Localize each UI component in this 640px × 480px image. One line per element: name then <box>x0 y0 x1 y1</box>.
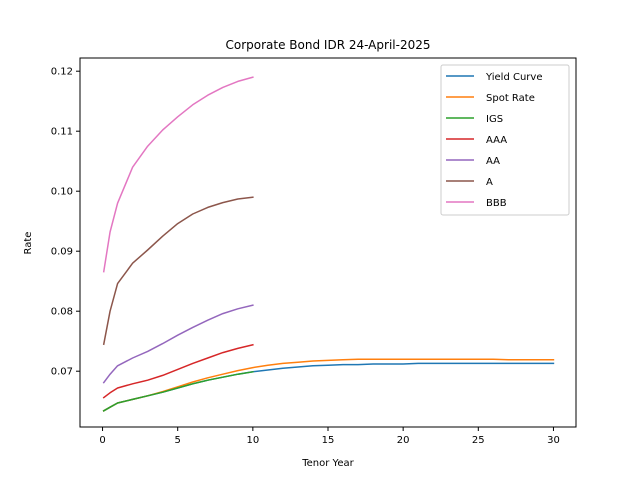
y-tick-label: 0.07 <box>51 367 73 378</box>
y-tick-label: 0.08 <box>51 307 73 318</box>
x-axis-ticks: 0 5 10 15 20 25 30 <box>99 427 560 446</box>
legend-label-a: A <box>486 177 493 188</box>
legend-label-spot-rate: Spot Rate <box>486 93 535 104</box>
series-line-igs <box>102 370 254 412</box>
series-line-a <box>102 196 254 346</box>
plot-area: 0 5 10 15 20 25 30 0.07 0.08 0.09 0.10 0.11 0.12 <box>51 57 577 446</box>
y-tick-label: 0.11 <box>51 127 73 138</box>
x-axis-title: Tenor Year <box>301 458 354 469</box>
series-lines <box>102 76 555 412</box>
legend-label-aaa: AAA <box>486 135 507 146</box>
x-tick-label: 30 <box>547 435 560 446</box>
legend-label-yield-curve: Yield Curve <box>485 72 543 83</box>
series-line-aa <box>102 304 254 384</box>
y-axis-ticks: 0.07 0.08 0.09 0.10 0.11 0.12 <box>51 67 80 378</box>
chart-title: Corporate Bond IDR 24-April-2025 <box>226 38 431 52</box>
series-line-bbb <box>102 76 254 273</box>
x-tick-label: 25 <box>472 435 485 446</box>
legend-label-aa: AA <box>486 156 500 167</box>
x-tick-label: 10 <box>246 435 259 446</box>
x-tick-label: 20 <box>397 435 410 446</box>
legend-frame <box>440 64 570 216</box>
series-line-aaa <box>102 343 254 399</box>
x-tick-label: 0 <box>99 435 105 446</box>
legend-label-bbb: BBB <box>486 198 507 209</box>
legend-label-igs: IGS <box>486 114 503 125</box>
x-tick-label: 5 <box>175 435 181 446</box>
y-tick-label: 0.09 <box>51 247 73 258</box>
y-axis-title: Rate <box>23 232 34 255</box>
y-tick-label: 0.12 <box>51 67 73 78</box>
x-tick-label: 15 <box>322 435 335 446</box>
y-tick-label: 0.10 <box>51 187 73 198</box>
